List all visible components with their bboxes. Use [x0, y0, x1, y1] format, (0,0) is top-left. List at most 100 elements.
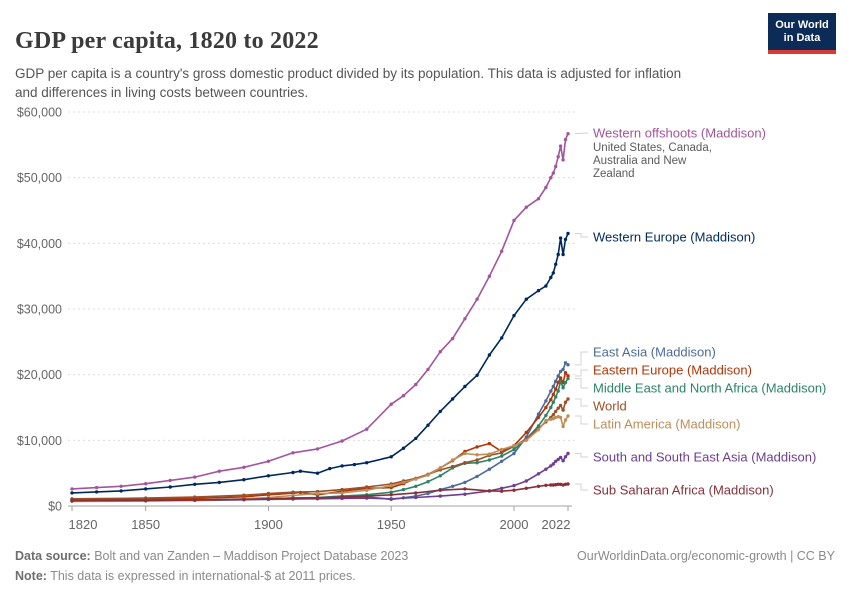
data-point-latin-america-maddison-2005[interactable] — [524, 438, 528, 442]
data-point-latin-america-maddison-1985[interactable] — [475, 453, 479, 457]
data-point-east-asia-maddison-1995[interactable] — [500, 459, 504, 463]
data-point-sub-saharan-africa-maddison-2005[interactable] — [524, 486, 528, 490]
data-point-east-asia-maddison-1980[interactable] — [463, 480, 467, 485]
data-point-western-offshoots-maddison-2000[interactable] — [512, 218, 516, 223]
data-point-western-europe-maddison-1990[interactable] — [487, 353, 492, 357]
data-point-western-europe-maddison-2021[interactable] — [563, 237, 568, 242]
data-point-eastern-europe-maddison-2019[interactable] — [558, 376, 563, 380]
data-point-latin-america-maddison-1920[interactable] — [315, 491, 320, 496]
data-point-sub-saharan-africa-maddison-2022[interactable] — [566, 482, 570, 486]
data-point-world-2018[interactable] — [556, 406, 560, 410]
data-point-western-europe-maddison-1960[interactable] — [414, 436, 418, 441]
data-point-western-europe-maddison-1850[interactable] — [144, 487, 148, 491]
data-point-latin-america-maddison-1930[interactable] — [340, 491, 344, 495]
data-point-western-europe-maddison-1980[interactable] — [463, 384, 467, 389]
data-point-sub-saharan-africa-maddison-1940[interactable] — [365, 494, 369, 498]
data-point-east-asia-maddison-2022[interactable] — [566, 363, 570, 367]
data-point-western-offshoots-maddison-2015[interactable] — [549, 176, 553, 180]
data-point-western-europe-maddison-1910[interactable] — [291, 470, 295, 475]
data-point-western-europe-maddison-1930[interactable] — [340, 464, 344, 468]
data-point-western-offshoots-maddison-2020[interactable] — [561, 158, 565, 162]
data-point-western-europe-maddison-1880[interactable] — [217, 480, 221, 485]
data-point-western-offshoots-maddison-2010[interactable] — [536, 197, 541, 201]
data-point-world-1985[interactable] — [475, 458, 479, 462]
legend-label-western-europe-maddison[interactable]: Western Europe (Maddison) — [593, 230, 755, 245]
data-point-east-asia-maddison-2019[interactable] — [558, 369, 563, 374]
data-point-sub-saharan-africa-maddison-1930[interactable] — [340, 495, 344, 499]
legend-label-south-and-south-east-asia-maddison[interactable]: South and South East Asia (Maddison) — [593, 450, 816, 465]
data-point-eastern-europe-maddison-1985[interactable] — [475, 445, 479, 449]
data-point-latin-america-maddison-2022[interactable] — [566, 414, 570, 418]
data-point-western-offshoots-maddison-2022[interactable] — [566, 132, 570, 136]
data-point-east-asia-maddison-2021[interactable] — [563, 361, 568, 365]
data-point-western-europe-maddison-2013[interactable] — [544, 284, 548, 288]
data-point-middle-east-and-north-africa-maddison-1960[interactable] — [414, 484, 418, 488]
data-point-middle-east-and-north-africa-maddison-1990[interactable] — [487, 458, 492, 462]
data-point-eastern-europe-maddison-2017[interactable] — [554, 387, 558, 391]
data-point-south-and-south-east-asia-maddison-1960[interactable] — [414, 495, 418, 500]
data-point-world-1910[interactable] — [291, 490, 295, 494]
data-point-western-europe-maddison-1890[interactable] — [242, 478, 246, 482]
gdp-per-capita-line-chart[interactable]: $0 $10,000 $20,000 $30,000 $40,000 $50,000 $60… — [0, 100, 850, 545]
data-point-latin-america-maddison-2020[interactable] — [561, 424, 565, 429]
data-point-middle-east-and-north-africa-maddison-2013[interactable] — [544, 413, 548, 418]
data-point-sub-saharan-africa-maddison-2000[interactable] — [512, 488, 516, 492]
data-point-sub-saharan-africa-maddison-2021[interactable] — [563, 482, 568, 486]
data-point-western-offshoots-maddison-1880[interactable] — [217, 469, 221, 473]
data-point-western-offshoots-maddison-1900[interactable] — [266, 459, 271, 463]
data-point-south-and-south-east-asia-maddison-2010[interactable] — [536, 472, 541, 476]
data-point-western-europe-maddison-1900[interactable] — [266, 474, 271, 478]
data-point-sub-saharan-africa-maddison-2017[interactable] — [554, 483, 558, 487]
series-line-eastern-europe-maddison[interactable] — [71, 371, 569, 501]
data-point-sub-saharan-africa-maddison-1970[interactable] — [438, 488, 442, 492]
data-point-western-europe-maddison-1995[interactable] — [500, 336, 504, 340]
data-point-world-2022[interactable] — [566, 397, 570, 401]
data-point-eastern-europe-maddison-2021[interactable] — [563, 371, 568, 375]
data-point-western-europe-maddison-2010[interactable] — [536, 288, 541, 293]
data-point-world-1930[interactable] — [340, 487, 344, 492]
data-point-western-offshoots-maddison-1840[interactable] — [119, 484, 123, 488]
data-point-western-offshoots-maddison-2005[interactable] — [524, 205, 528, 209]
data-point-latin-america-maddison-1995[interactable] — [500, 447, 504, 452]
data-point-latin-america-maddison-1990[interactable] — [487, 452, 492, 456]
data-point-sub-saharan-africa-maddison-1950[interactable] — [389, 493, 393, 497]
data-point-world-2019[interactable] — [558, 403, 563, 408]
data-point-latin-america-maddison-1950[interactable] — [389, 483, 393, 488]
data-point-world-2017[interactable] — [554, 409, 558, 414]
data-point-sub-saharan-africa-maddison-1910[interactable] — [291, 496, 295, 500]
data-point-western-europe-maddison-1840[interactable] — [119, 489, 123, 493]
data-point-world-1975[interactable] — [450, 464, 455, 469]
data-point-western-offshoots-maddison-1960[interactable] — [414, 382, 418, 387]
data-point-middle-east-and-north-africa-maddison-1955[interactable] — [401, 487, 406, 492]
data-point-western-offshoots-maddison-1940[interactable] — [365, 427, 369, 431]
data-point-western-europe-maddison-2017[interactable] — [554, 262, 558, 266]
data-point-latin-america-maddison-1940[interactable] — [365, 488, 369, 492]
data-point-world-1980[interactable] — [463, 461, 467, 465]
data-point-western-europe-maddison-1940[interactable] — [365, 461, 369, 465]
data-point-western-europe-maddison-2015[interactable] — [549, 275, 553, 280]
legend-label-world[interactable]: World — [593, 399, 627, 414]
data-point-south-and-south-east-asia-maddison-1950[interactable] — [389, 497, 393, 501]
legend-label-middle-east-and-north-africa-maddison[interactable]: Middle East and North Africa (Maddison) — [593, 381, 826, 396]
data-point-western-offshoots-maddison-2018[interactable] — [556, 155, 560, 159]
data-point-middle-east-and-north-africa-maddison-1965[interactable] — [426, 480, 430, 484]
data-point-sub-saharan-africa-maddison-1820[interactable] — [70, 499, 74, 503]
data-point-world-2020[interactable] — [561, 408, 565, 412]
data-point-sub-saharan-africa-maddison-2015[interactable] — [549, 483, 553, 487]
data-point-east-asia-maddison-2000[interactable] — [512, 451, 516, 456]
data-point-latin-america-maddison-1965[interactable] — [426, 473, 430, 477]
data-point-western-europe-maddison-1965[interactable] — [426, 423, 430, 427]
data-point-sub-saharan-africa-maddison-1870[interactable] — [193, 498, 197, 502]
data-point-latin-america-maddison-2000[interactable] — [512, 443, 516, 448]
legend-label-eastern-europe-maddison[interactable]: Eastern Europe (Maddison) — [593, 363, 752, 378]
data-point-east-asia-maddison-1990[interactable] — [487, 467, 492, 471]
data-point-east-asia-maddison-1985[interactable] — [475, 474, 479, 479]
data-point-western-europe-maddison-1975[interactable] — [450, 397, 455, 401]
data-point-middle-east-and-north-africa-maddison-2017[interactable] — [554, 395, 558, 399]
data-point-east-asia-maddison-2020[interactable] — [561, 367, 565, 372]
data-point-latin-america-maddison-1980[interactable] — [463, 451, 467, 456]
data-point-western-europe-maddison-2005[interactable] — [524, 297, 528, 301]
data-point-sub-saharan-africa-maddison-1995[interactable] — [500, 489, 504, 493]
data-point-western-europe-maddison-1860[interactable] — [168, 485, 172, 489]
data-point-sub-saharan-africa-maddison-1890[interactable] — [242, 497, 246, 502]
